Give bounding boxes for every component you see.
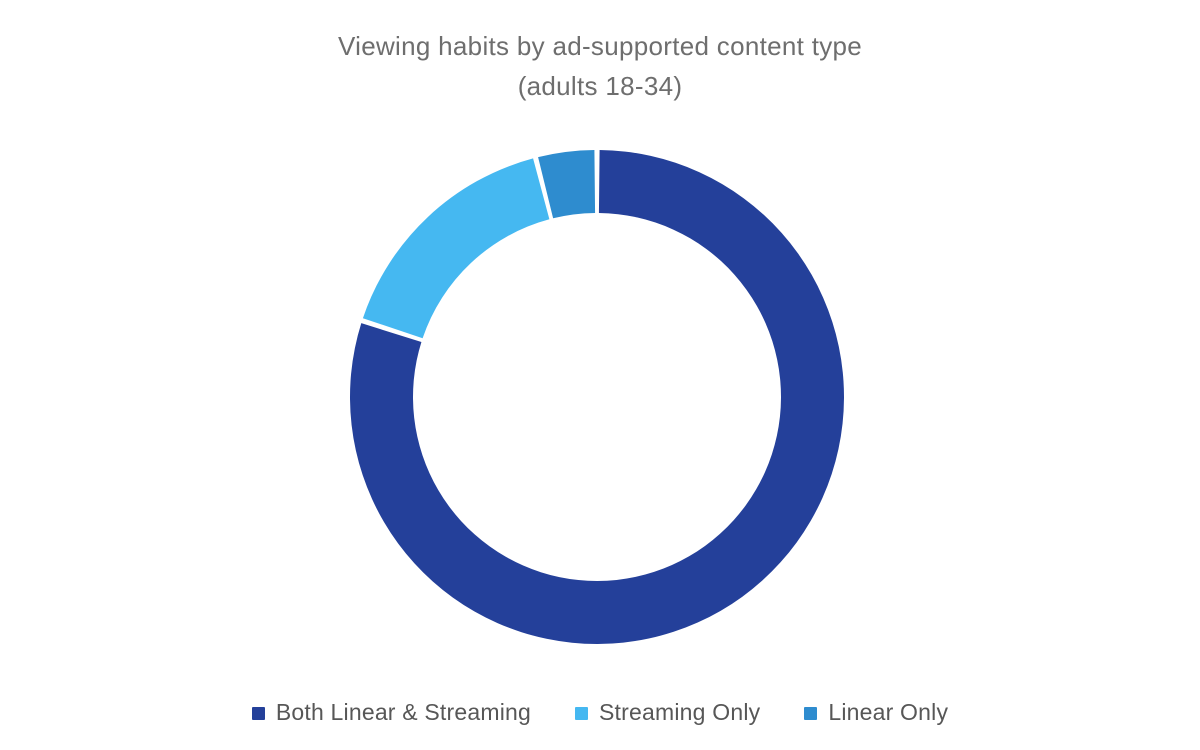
legend-item-both-linear-streaming: Both Linear & Streaming — [251, 699, 532, 726]
donut-slice-linear-only — [538, 150, 596, 219]
legend-marker-icon — [575, 707, 589, 720]
chart-title: Viewing habits by ad-supported content t… — [337, 31, 863, 61]
chart-legend: Both Linear & Streaming Streaming Only L… — [0, 699, 1200, 726]
legend-marker-icon — [251, 707, 265, 720]
legend-label: Linear Only — [828, 699, 949, 725]
legend-label: Both Linear & Streaming — [275, 699, 532, 725]
chart-title-block: Viewing habits by ad-supported content t… — [0, 26, 1200, 106]
legend-label: Streaming Only — [599, 699, 761, 725]
donut-slice-streaming-only — [362, 158, 550, 339]
chart-subtitle: (adults 18-34) — [517, 71, 683, 101]
legend-item-linear-only: Linear Only — [804, 699, 948, 726]
legend-item-streaming-only: Streaming Only — [575, 699, 760, 726]
legend-marker-icon — [804, 707, 818, 720]
